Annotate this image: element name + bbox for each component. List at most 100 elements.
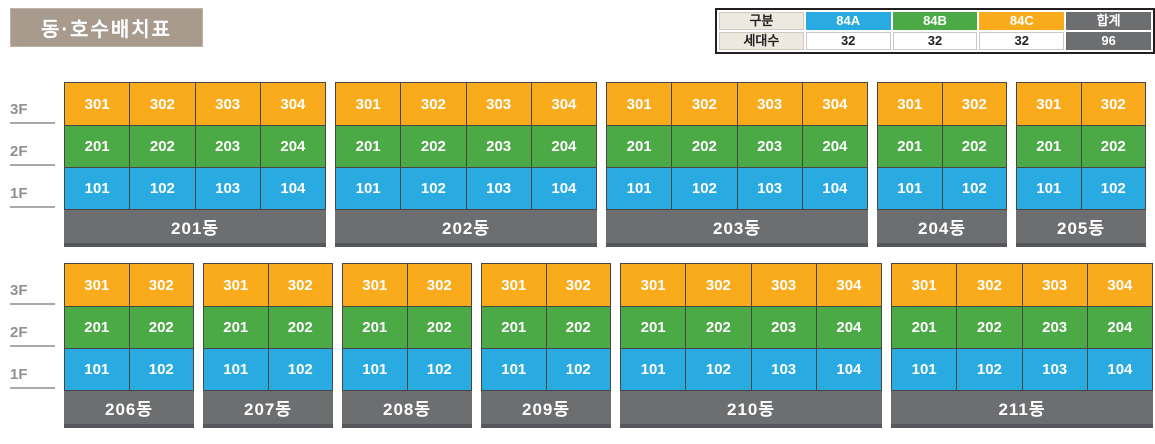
unit-cell: 201	[501, 319, 527, 336]
unit-cell: 304	[1086, 264, 1152, 306]
unit-cell: 101	[84, 361, 110, 378]
unit-cell: 302	[685, 264, 750, 306]
unit-cell: 101	[897, 180, 923, 197]
building-name: 205동	[1016, 210, 1146, 247]
building-block: 301 302 201 202 101 102 205동	[1016, 82, 1146, 247]
floor-row-1f: 101 102 103 104	[607, 167, 867, 209]
building-floors: 301 302 201 202 101 102	[64, 263, 194, 391]
unit-cell: 103	[194, 168, 260, 209]
unit-cell: 201	[84, 138, 110, 155]
unit-cell: 203	[736, 126, 802, 167]
building-block: 301 302 303 304 201 202 203 204 101 102 103 104 202동	[335, 82, 597, 247]
unit-cell: 101	[362, 361, 388, 378]
floor-row-1f: 101 102	[343, 348, 471, 390]
building-name: 209동	[481, 391, 611, 428]
floor-row-2f: 201 202	[878, 125, 1006, 167]
floor-row-2f: 201 202 203 204	[607, 125, 867, 167]
floor-label: 3F	[10, 82, 55, 124]
building-block: 301 302 201 202 101 102 207동	[203, 263, 333, 428]
unit-cell: 204	[259, 126, 325, 167]
unit-cell: 101	[911, 361, 937, 378]
unit-cell: 102	[129, 168, 194, 209]
floor-labels-column: 3F 2F 1F	[10, 82, 55, 208]
building-block: 301 302 201 202 101 102 206동	[64, 263, 194, 428]
building-floors: 301 302 303 304 201 202 203 204 101 102 103 104	[64, 82, 326, 210]
building-block: 301 302 201 202 101 102 209동	[481, 263, 611, 428]
floor-row-2f: 201 202 203 204	[621, 306, 881, 348]
floor-row-2f: 201 202	[1017, 125, 1145, 167]
unit-cell: 301	[911, 276, 937, 294]
building-floors: 301 302 201 202 101 102	[1016, 82, 1146, 210]
unit-cell: 304	[530, 83, 596, 125]
unit-cell: 202	[400, 126, 465, 167]
building-name: 202동	[335, 210, 597, 247]
floor-label: 1F	[10, 166, 55, 208]
unit-cell: 202	[941, 126, 1007, 167]
building-name: 203동	[606, 210, 868, 247]
floor-row-3f: 301 302	[343, 264, 471, 306]
unit-cell: 303	[465, 83, 531, 125]
unit-cell: 204	[1086, 307, 1152, 348]
unit-cell: 202	[545, 307, 611, 348]
unit-cell: 201	[84, 319, 110, 336]
floor-row-2f: 201 202	[482, 306, 610, 348]
floor-row-2f: 201 202	[65, 306, 193, 348]
floor-label: 3F	[10, 263, 55, 305]
legend-type-header: 84B	[892, 12, 978, 30]
unit-cell: 202	[267, 307, 333, 348]
unit-cell: 103	[1021, 349, 1087, 390]
building-name: 210동	[620, 391, 882, 428]
floor-row-1f: 101 102 103 104	[336, 167, 596, 209]
legend-row-label: 세대수	[719, 32, 804, 50]
unit-cell: 301	[223, 276, 249, 294]
building-floors: 301 302 303 304 201 202 203 204 101 102 103 104	[891, 263, 1153, 391]
unit-cell: 302	[671, 83, 736, 125]
floor-row-1f: 101 102 103 104	[621, 348, 881, 390]
building-name: 206동	[64, 391, 194, 428]
page-title: 동·호수배치표	[10, 8, 203, 47]
unit-cell: 203	[465, 126, 531, 167]
unit-cell: 301	[1036, 95, 1062, 113]
unit-cell: 104	[1086, 349, 1152, 390]
floor-row-3f: 301 302 303 304	[65, 83, 325, 125]
unit-cell: 103	[736, 168, 802, 209]
floor-row-3f: 301 302 303 304	[892, 264, 1152, 306]
building-block: 301 302 201 202 101 102 204동	[877, 82, 1007, 247]
unit-cell: 201	[640, 319, 666, 336]
unit-cell: 302	[956, 264, 1021, 306]
floor-row-1f: 101 102 103 104	[65, 167, 325, 209]
legend-total-value: 96	[1066, 32, 1151, 50]
building-floors: 301 302 303 304 201 202 203 204 101 102 103 104	[606, 82, 868, 210]
unit-cell: 204	[530, 126, 596, 167]
unit-cell: 204	[801, 126, 867, 167]
unit-cell: 301	[84, 95, 110, 113]
unit-cell: 101	[1036, 180, 1062, 197]
floor-label: 2F	[10, 124, 55, 166]
building-name: 201동	[64, 210, 326, 247]
floor-row-1f: 101 102	[878, 167, 1006, 209]
legend-count-cell: 32	[805, 32, 891, 50]
unit-cell: 101	[84, 180, 110, 197]
building-block: 301 302 303 304 201 202 203 204 101 102 103 104 201동	[64, 82, 326, 247]
unit-cell: 103	[750, 349, 816, 390]
unit-cell: 302	[129, 83, 194, 125]
legend-count-cell: 32	[892, 32, 978, 50]
unit-cell: 101	[223, 361, 249, 378]
floor-row-2f: 201 202 203 204	[336, 125, 596, 167]
buildings-row-2: 3F 2F 1F 301 302 201 202 101 102 206동 301 302 201 202…	[10, 263, 1153, 428]
building-floors: 301 302 303 304 201 202 203 204 101 102 103 104	[620, 263, 882, 391]
floor-row-3f: 301 302 303 304	[607, 83, 867, 125]
unit-cell: 201	[626, 138, 652, 155]
unit-cell: 303	[1021, 264, 1087, 306]
building-block: 301 302 303 304 201 202 203 204 101 102 103 104 210동	[620, 263, 882, 428]
unit-cell: 201	[911, 319, 937, 336]
building-name: 211동	[891, 391, 1153, 428]
floor-row-2f: 201 202 203 204	[65, 125, 325, 167]
unit-cell: 201	[362, 319, 388, 336]
unit-cell: 104	[801, 168, 867, 209]
unit-cell: 102	[1080, 168, 1146, 209]
unit-cell: 201	[1036, 138, 1062, 155]
unit-cell: 104	[530, 168, 596, 209]
unit-cell: 301	[626, 95, 652, 113]
